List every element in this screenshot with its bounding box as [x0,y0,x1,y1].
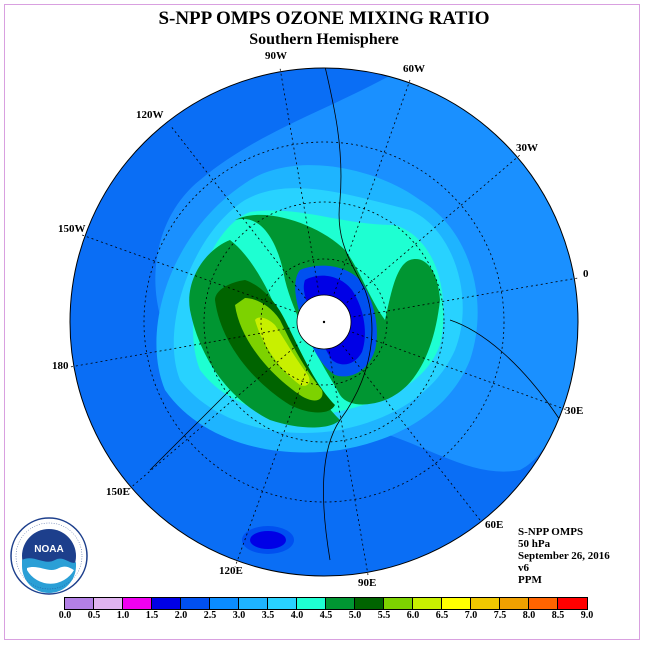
colorbar-tick-label: 8.5 [551,610,565,621]
lon-label-90e: 90E [358,577,377,589]
colorbar-segment [239,598,268,609]
colorbar-segment [442,598,471,609]
colorbar-segment [297,598,326,609]
lon-label-90w: 90W [265,50,287,62]
lon-label-150w: 150W [58,223,86,235]
colorbar-tick-label: 1.0 [116,610,130,621]
colorbar-tick-label: 3.5 [261,610,275,621]
colorbar-segment [94,598,123,609]
colorbar-tick-label: 5.0 [348,610,362,621]
colorbar-segment [65,598,94,609]
ozone-band-6p0 [255,317,310,386]
colorbar-tick-label: 0.5 [87,610,101,621]
colorbar-tick-label: 2.0 [174,610,188,621]
colorbar-segment [268,598,297,609]
info-pressure: 50 hPa [518,538,551,550]
noaa-logo: NOAA [10,517,88,595]
colorbar-tick-label: 7.0 [464,610,478,621]
colorbar-segment [326,598,355,609]
colorbar-segment [152,598,181,609]
lon-label-150e: 150E [106,486,130,498]
ozone-band-1p5-south [250,531,286,549]
map-boundary [69,67,579,577]
colorbar-tick-label: 6.0 [406,610,420,621]
colorbar-segment [210,598,239,609]
colorbar-tick-label: 5.5 [377,610,391,621]
colorbar-segment [413,598,442,609]
lon-label-30e: 30E [565,405,584,417]
colorbar-tick-label: 4.5 [319,610,333,621]
south-pole-marker [322,320,326,324]
lon-label-60w: 60W [403,63,425,75]
noaa-logo-text: NOAA [34,544,63,555]
colorbar-segment [355,598,384,609]
lon-label-60e: 60E [485,519,504,531]
info-units: PPM [518,574,542,586]
colorbar-tick-label: 2.5 [203,610,217,621]
colorbar-tick-label: 3.0 [232,610,246,621]
colorbar-segment [529,598,558,609]
colorbar-tick-label: 4.0 [290,610,304,621]
map-title: S-NPP OMPS OZONE MIXING RATIO [158,8,490,29]
colorbar-segment [123,598,152,609]
colorbar-tick-label: 0.0 [58,610,72,621]
colorbar-segment [558,598,587,609]
map-subtitle: Southern Hemisphere [249,31,399,48]
colorbar-segment [500,598,529,609]
info-version: v6 [518,562,529,574]
lon-label-120e: 120E [219,565,243,577]
colorbar-tick-label: 8.0 [522,610,536,621]
colorbar-segment [471,598,500,609]
info-block: S-NPP OMPS 50 hPa September 26, 2016 v6 … [518,526,610,586]
plot-frame [4,4,640,640]
colorbar-tick-label: 9.0 [580,610,594,621]
graticule [69,67,579,576]
info-date: September 26, 2016 [518,550,610,562]
info-instrument: S-NPP OMPS [518,526,584,538]
colorbar-tick-label: 7.5 [493,610,507,621]
lon-label-180: 180 [52,360,69,372]
colorbar-segment [181,598,210,609]
colorbar-tick-label: 6.5 [435,610,449,621]
lon-label-30w: 30W [516,142,538,154]
lon-label-120w: 120W [136,109,164,121]
colorbar-tick-label: 1.5 [145,610,159,621]
colorbar [64,597,588,610]
lon-label-0: 0 [583,268,589,280]
colorbar-segment [384,598,413,609]
